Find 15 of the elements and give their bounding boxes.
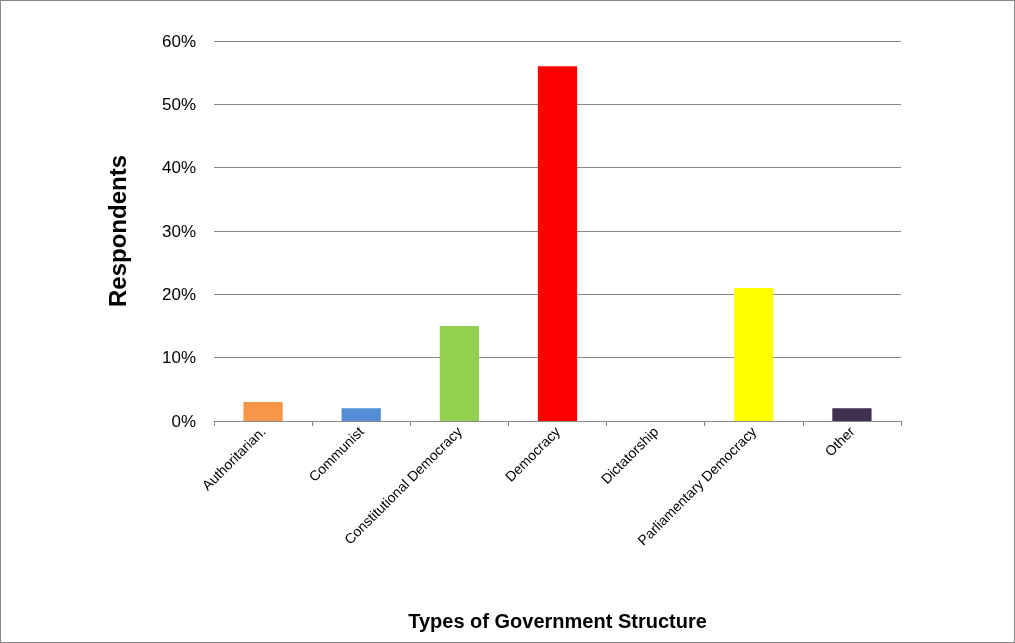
y-axis-title: Respondents	[103, 154, 131, 308]
y-tick-label: 0%	[171, 411, 196, 431]
y-tick-label: 50%	[161, 94, 196, 114]
y-tick-label: 40%	[161, 158, 196, 178]
y-tick-label: 60%	[161, 31, 196, 51]
y-tick-label: 30%	[161, 221, 196, 241]
bar	[537, 66, 578, 421]
y-tick-label: 20%	[161, 284, 196, 304]
bar	[832, 408, 872, 421]
bar	[734, 288, 774, 421]
bar	[243, 402, 283, 421]
y-tick-label: 10%	[161, 348, 196, 368]
bar	[439, 326, 479, 421]
x-axis-title: Types of Government Structure	[408, 610, 707, 632]
bar	[341, 408, 381, 421]
